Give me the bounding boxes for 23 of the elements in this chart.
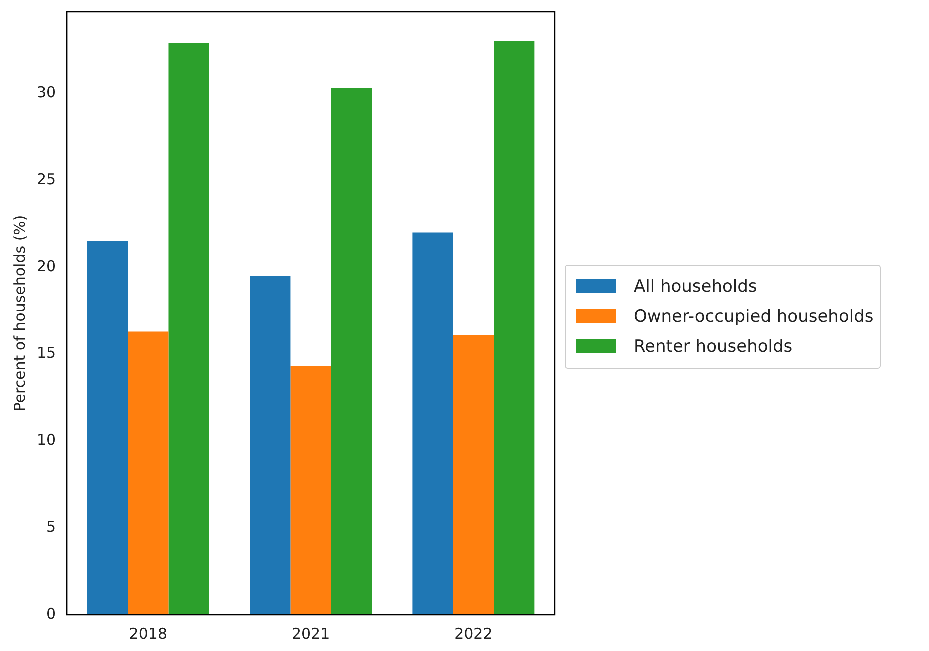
bar — [494, 42, 535, 615]
y-axis-title: Percent of households (%) — [10, 215, 29, 412]
x-tick-label: 2018 — [129, 624, 168, 643]
x-tick-label: 2022 — [454, 624, 493, 643]
y-tick-label: 15 — [36, 344, 56, 362]
legend-label: Renter households — [634, 337, 793, 357]
bar — [168, 43, 210, 615]
y-tick-label: 20 — [36, 257, 56, 276]
bar — [128, 332, 169, 615]
y-tick-label: 0 — [46, 604, 56, 623]
legend-label: All households — [634, 277, 758, 297]
bar — [412, 232, 454, 615]
bar — [453, 335, 494, 615]
bar — [87, 241, 128, 615]
y-tick-label: 5 — [46, 518, 56, 536]
y-tick-label: 30 — [36, 84, 56, 102]
y-tick-label: 25 — [36, 170, 56, 188]
x-tick-label: 2021 — [292, 624, 330, 643]
bar — [290, 366, 332, 615]
y-tick-label: 10 — [36, 431, 56, 450]
bar — [331, 88, 372, 615]
legend-label: Owner-occupied households — [634, 307, 874, 327]
bar — [250, 276, 291, 615]
